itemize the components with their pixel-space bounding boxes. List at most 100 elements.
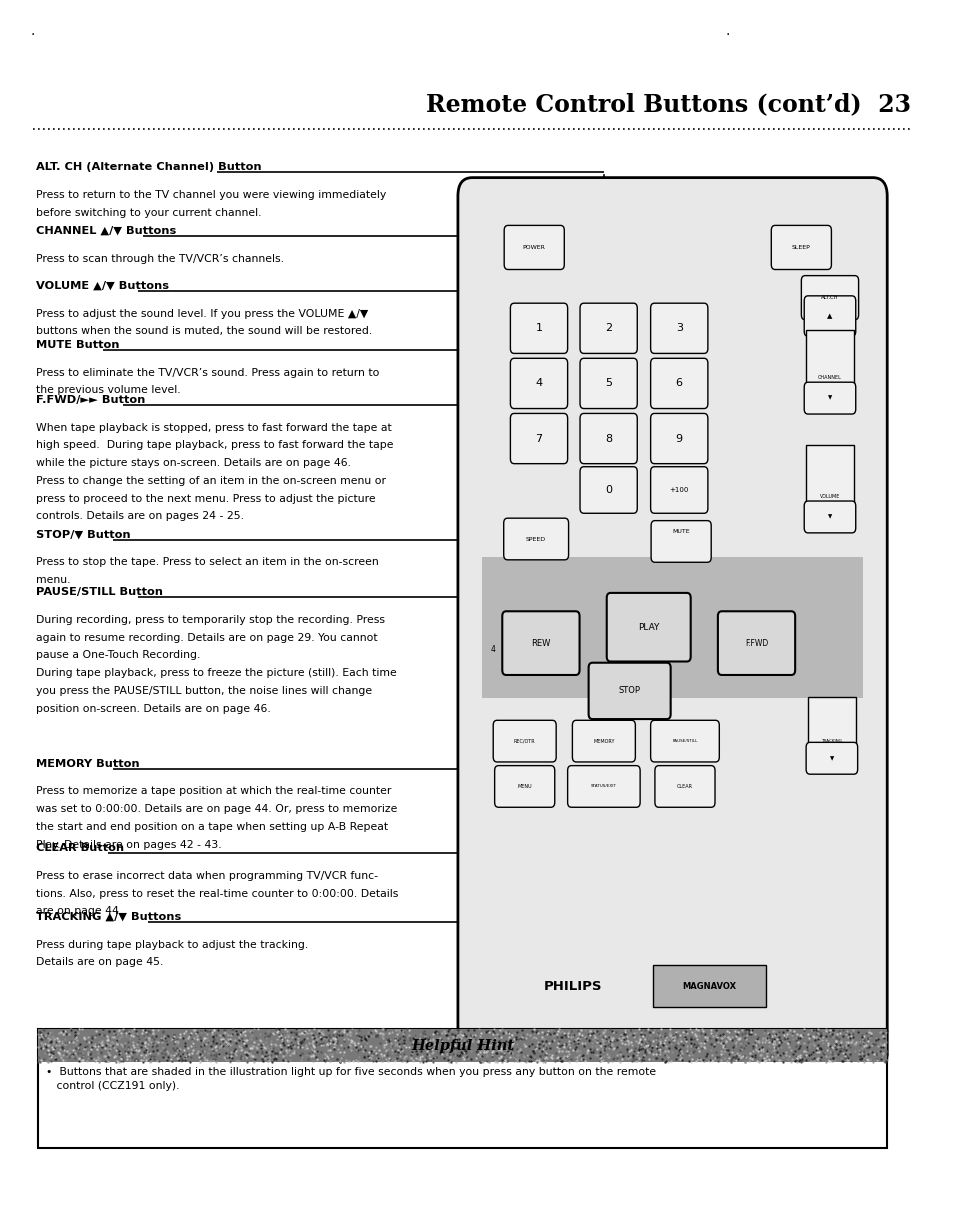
Text: 4: 4 bbox=[490, 644, 496, 654]
Text: menu.: menu. bbox=[36, 575, 71, 586]
Text: 7: 7 bbox=[535, 434, 542, 443]
Text: ▼: ▼ bbox=[829, 756, 833, 761]
Text: ALT. CH (Alternate Channel) Button: ALT. CH (Alternate Channel) Button bbox=[36, 162, 262, 173]
Text: Press to erase incorrect data when programming TV/VCR func-: Press to erase incorrect data when progr… bbox=[36, 871, 377, 881]
FancyBboxPatch shape bbox=[805, 445, 853, 529]
FancyBboxPatch shape bbox=[503, 518, 568, 560]
FancyBboxPatch shape bbox=[579, 358, 637, 409]
Text: MEMORY: MEMORY bbox=[593, 739, 614, 744]
Text: Details are on page 45.: Details are on page 45. bbox=[36, 958, 164, 968]
Text: Press during tape playback to adjust the tracking.: Press during tape playback to adjust the… bbox=[36, 940, 308, 949]
Text: PLAY: PLAY bbox=[638, 622, 659, 632]
Text: F.FWD: F.FWD bbox=[744, 638, 767, 648]
Text: VOLUME ▲/▼ Buttons: VOLUME ▲/▼ Buttons bbox=[36, 281, 169, 290]
Text: CLEAR: CLEAR bbox=[677, 784, 692, 789]
Text: ▼: ▼ bbox=[827, 396, 831, 401]
FancyBboxPatch shape bbox=[770, 225, 830, 270]
Text: CLEAR Button: CLEAR Button bbox=[36, 843, 124, 853]
FancyBboxPatch shape bbox=[579, 303, 637, 353]
FancyBboxPatch shape bbox=[650, 521, 711, 562]
Text: REW: REW bbox=[531, 638, 550, 648]
FancyBboxPatch shape bbox=[495, 766, 555, 807]
Text: are on page 44.: are on page 44. bbox=[36, 906, 122, 916]
Text: 5: 5 bbox=[604, 379, 612, 388]
Text: Press to scan through the TV/VCR’s channels.: Press to scan through the TV/VCR’s chann… bbox=[36, 254, 284, 263]
FancyBboxPatch shape bbox=[650, 358, 707, 409]
Text: ▼: ▼ bbox=[827, 514, 831, 519]
Text: F.FWD/►► Button: F.FWD/►► Button bbox=[36, 394, 146, 404]
Text: MUTE: MUTE bbox=[672, 529, 689, 534]
FancyBboxPatch shape bbox=[501, 611, 578, 675]
FancyBboxPatch shape bbox=[510, 358, 567, 409]
FancyBboxPatch shape bbox=[805, 742, 857, 774]
Text: 8: 8 bbox=[604, 434, 612, 443]
Text: During recording, press to temporarily stop the recording. Press: During recording, press to temporarily s… bbox=[36, 615, 385, 625]
FancyBboxPatch shape bbox=[579, 414, 637, 463]
Text: Press to eliminate the TV/VCR’s sound. Press again to return to: Press to eliminate the TV/VCR’s sound. P… bbox=[36, 368, 379, 377]
Text: 4: 4 bbox=[535, 379, 542, 388]
FancyBboxPatch shape bbox=[510, 303, 567, 353]
Text: Press to return to the TV channel you were viewing immediately: Press to return to the TV channel you we… bbox=[36, 190, 386, 200]
Text: Play. Details are on pages 42 - 43.: Play. Details are on pages 42 - 43. bbox=[36, 840, 222, 850]
Text: ·: · bbox=[30, 28, 35, 42]
Text: TRACKING: TRACKING bbox=[821, 739, 841, 744]
Text: high speed.  During tape playback, press to fast forward the tape: high speed. During tape playback, press … bbox=[36, 440, 394, 451]
Text: CHANNEL: CHANNEL bbox=[817, 375, 841, 380]
Bar bbox=[481, 557, 862, 698]
FancyBboxPatch shape bbox=[572, 720, 635, 762]
Text: +100: +100 bbox=[669, 488, 688, 492]
FancyBboxPatch shape bbox=[493, 720, 556, 762]
Text: the previous volume level.: the previous volume level. bbox=[36, 385, 181, 396]
Text: pause a One-Touch Recording.: pause a One-Touch Recording. bbox=[36, 650, 200, 660]
Text: MENU: MENU bbox=[517, 784, 532, 789]
FancyBboxPatch shape bbox=[606, 593, 690, 662]
Text: PHILIPS: PHILIPS bbox=[543, 980, 601, 992]
Text: you press the PAUSE/STILL button, the noise lines will change: you press the PAUSE/STILL button, the no… bbox=[36, 686, 372, 696]
FancyBboxPatch shape bbox=[567, 766, 639, 807]
FancyBboxPatch shape bbox=[718, 611, 794, 675]
FancyBboxPatch shape bbox=[504, 225, 564, 270]
Text: 3: 3 bbox=[675, 323, 682, 333]
Text: the start and end position on a tape when setting up A-B Repeat: the start and end position on a tape whe… bbox=[36, 822, 388, 832]
Text: buttons when the sound is muted, the sound will be restored.: buttons when the sound is muted, the sou… bbox=[36, 326, 372, 337]
FancyBboxPatch shape bbox=[805, 330, 853, 410]
Text: was set to 0:00:00. Details are on page 44. Or, press to memorize: was set to 0:00:00. Details are on page … bbox=[36, 805, 397, 815]
Text: STOP: STOP bbox=[618, 686, 640, 696]
FancyBboxPatch shape bbox=[579, 467, 637, 513]
Text: PAUSE/STILL: PAUSE/STILL bbox=[672, 739, 697, 744]
FancyBboxPatch shape bbox=[807, 697, 855, 769]
Text: 0: 0 bbox=[604, 485, 612, 495]
Text: SLEEP: SLEEP bbox=[791, 245, 810, 250]
Text: •  Buttons that are shaded in the illustration light up for five seconds when yo: • Buttons that are shaded in the illustr… bbox=[46, 1067, 656, 1091]
Bar bbox=[38, 1029, 886, 1062]
Text: 1: 1 bbox=[535, 323, 542, 333]
FancyBboxPatch shape bbox=[652, 965, 765, 1007]
Text: REC/OTR: REC/OTR bbox=[514, 739, 535, 744]
Text: again to resume recording. Details are on page 29. You cannot: again to resume recording. Details are o… bbox=[36, 632, 377, 643]
Text: During tape playback, press to freeze the picture (still). Each time: During tape playback, press to freeze th… bbox=[36, 668, 396, 679]
Text: When tape playback is stopped, press to fast forward the tape at: When tape playback is stopped, press to … bbox=[36, 423, 392, 432]
FancyBboxPatch shape bbox=[650, 414, 707, 463]
FancyBboxPatch shape bbox=[654, 766, 715, 807]
Text: before switching to your current channel.: before switching to your current channel… bbox=[36, 207, 261, 218]
Bar bbox=[38, 1029, 886, 1148]
Text: STATUS/EXIT: STATUS/EXIT bbox=[590, 784, 617, 789]
FancyBboxPatch shape bbox=[803, 295, 855, 336]
FancyBboxPatch shape bbox=[457, 178, 886, 1072]
Text: SPEED: SPEED bbox=[525, 537, 546, 541]
FancyBboxPatch shape bbox=[803, 382, 855, 414]
FancyBboxPatch shape bbox=[801, 276, 858, 320]
Text: ALT.CH: ALT.CH bbox=[821, 295, 838, 300]
Text: 6: 6 bbox=[675, 379, 682, 388]
FancyBboxPatch shape bbox=[510, 414, 567, 463]
Text: controls. Details are on pages 24 - 25.: controls. Details are on pages 24 - 25. bbox=[36, 512, 244, 522]
Text: tions. Also, press to reset the real-time counter to 0:00:00. Details: tions. Also, press to reset the real-tim… bbox=[36, 889, 398, 899]
FancyBboxPatch shape bbox=[650, 467, 707, 513]
Text: MEMORY Button: MEMORY Button bbox=[36, 758, 140, 769]
Text: PAUSE/STILL Button: PAUSE/STILL Button bbox=[36, 587, 163, 597]
Text: Remote Control Buttons (cont’d)  23: Remote Control Buttons (cont’d) 23 bbox=[426, 92, 910, 116]
Text: STOP/▼ Button: STOP/▼ Button bbox=[36, 529, 131, 539]
Text: Press to memorize a tape position at which the real-time counter: Press to memorize a tape position at whi… bbox=[36, 786, 392, 796]
Text: while the picture stays on-screen. Details are on page 46.: while the picture stays on-screen. Detai… bbox=[36, 458, 351, 468]
FancyBboxPatch shape bbox=[650, 303, 707, 353]
